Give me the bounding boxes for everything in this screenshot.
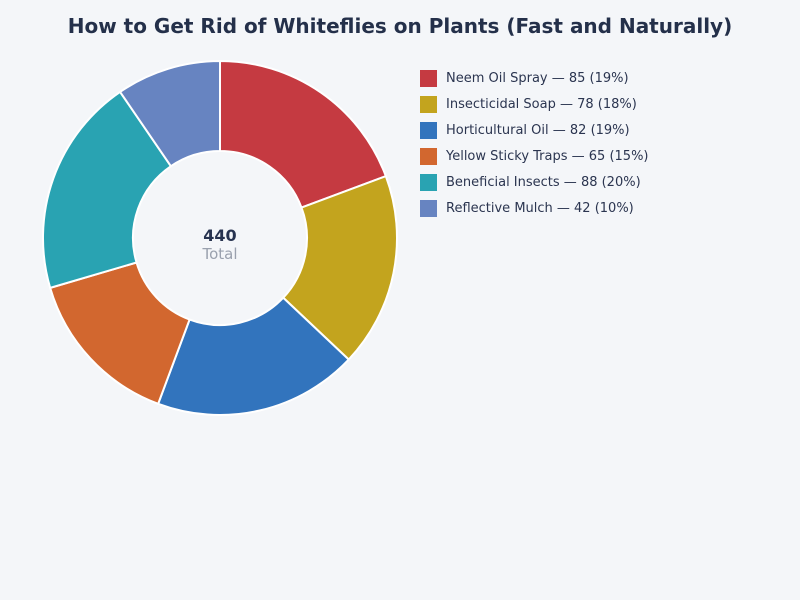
legend-item-insecticidal-soap: Insecticidal Soap — 78 (18%) xyxy=(420,96,649,113)
legend-swatch xyxy=(420,200,437,217)
legend-item-beneficial-insects: Beneficial Insects — 88 (20%) xyxy=(420,174,649,191)
legend-item-horticultural-oil: Horticultural Oil — 82 (19%) xyxy=(420,122,649,139)
donut-segment-reflective-mulch xyxy=(119,60,221,168)
legend-label: Reflective Mulch — 42 (10%) xyxy=(446,201,634,216)
legend-label: Beneficial Insects — 88 (20%) xyxy=(446,175,641,190)
donut-chart xyxy=(35,53,405,423)
legend-item-reflective-mulch: Reflective Mulch — 42 (10%) xyxy=(420,200,649,217)
legend-swatch xyxy=(420,70,437,87)
legend-swatch xyxy=(420,174,437,191)
legend-label: Horticultural Oil — 82 (19%) xyxy=(446,123,630,138)
donut-segment-neem-oil-spray xyxy=(219,60,387,209)
donut-segment-insecticidal-soap xyxy=(282,175,398,361)
legend-item-neem-oil-spray: Neem Oil Spray — 85 (19%) xyxy=(420,70,649,87)
chart-title: How to Get Rid of Whiteflies on Plants (… xyxy=(67,14,733,38)
legend-swatch xyxy=(420,96,437,113)
legend-item-yellow-sticky-traps: Yellow Sticky Traps — 65 (15%) xyxy=(420,148,649,165)
donut-segment-horticultural-oil xyxy=(157,296,350,416)
donut-segment-beneficial-insects xyxy=(42,90,172,289)
legend-swatch xyxy=(420,148,437,165)
legend-label: Yellow Sticky Traps — 65 (15%) xyxy=(446,149,649,164)
legend-label: Insecticidal Soap — 78 (18%) xyxy=(446,97,637,112)
legend-label: Neem Oil Spray — 85 (19%) xyxy=(446,71,629,86)
donut-svg xyxy=(42,60,398,416)
chart-legend: Neem Oil Spray — 85 (19%) Insecticidal So… xyxy=(420,70,649,226)
legend-swatch xyxy=(420,122,437,139)
